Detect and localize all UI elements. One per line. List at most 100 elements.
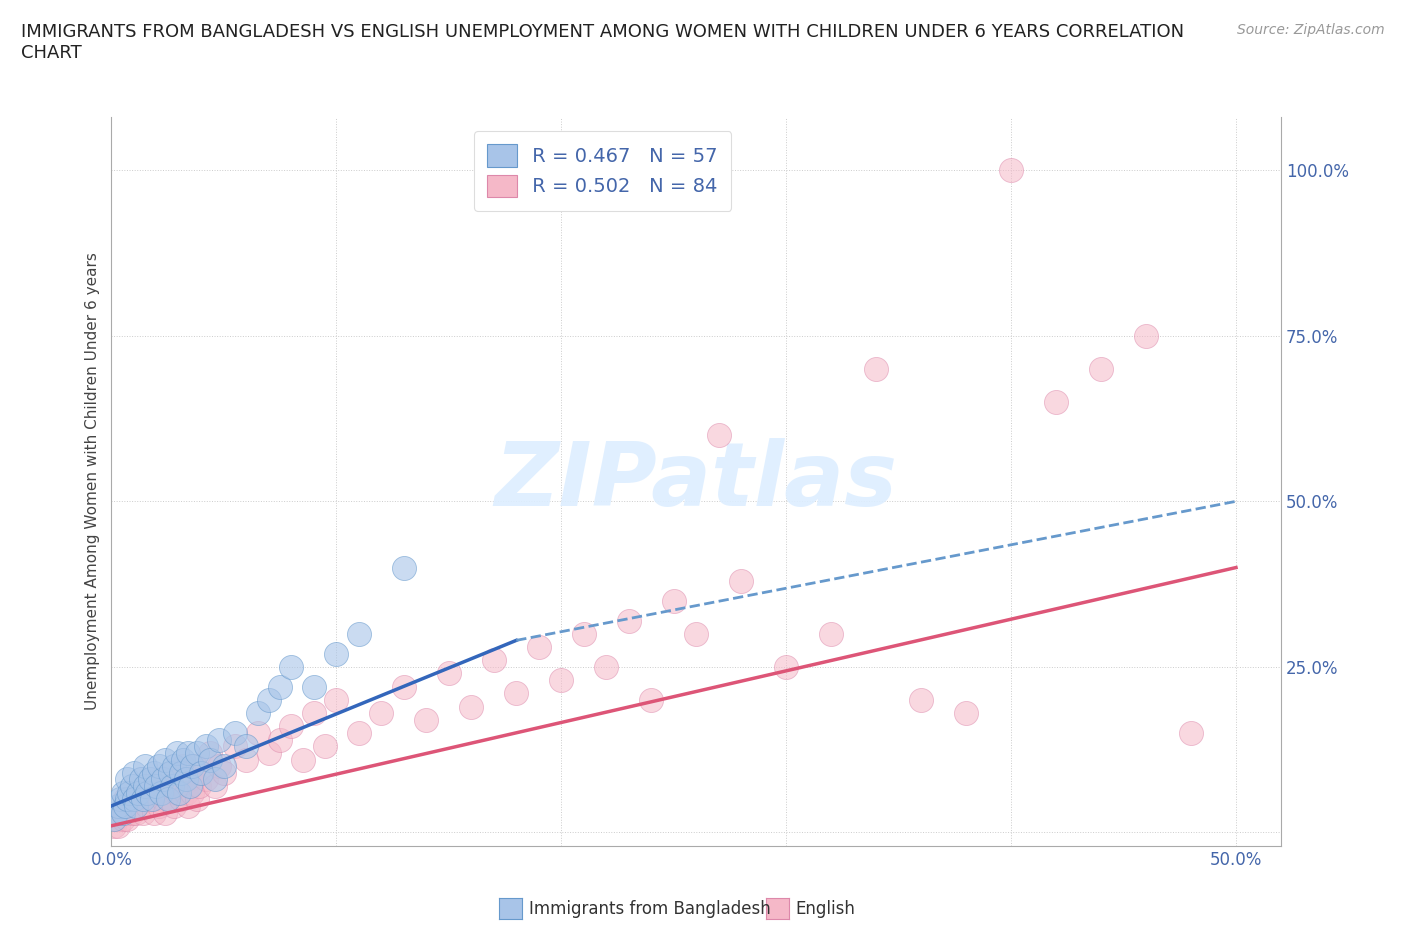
Point (118, 799, 141, 814)
Point (107, 799, 129, 814)
Point (204, 772, 226, 787)
Point (114, 805, 136, 820)
Point (114, 791, 136, 806)
Legend:  R = 0.467   N = 57,  R = 0.502   N = 84: R = 0.467 N = 57, R = 0.502 N = 84 (474, 130, 731, 210)
Point (775, 659, 797, 674)
Point (482, 653, 505, 668)
Point (1045, 394, 1067, 409)
Point (122, 791, 145, 806)
Point (194, 738, 217, 753)
Point (163, 799, 186, 814)
Point (172, 752, 194, 767)
Point (107, 818, 129, 833)
Text: Immigrants from Bangladesh: Immigrants from Bangladesh (529, 899, 770, 918)
Point (392, 679, 415, 694)
Point (1000, 163, 1022, 178)
Point (302, 679, 325, 694)
Point (257, 746, 280, 761)
Point (246, 725, 269, 740)
Point (820, 626, 842, 641)
Point (269, 679, 291, 694)
Point (347, 626, 370, 641)
Point (186, 791, 208, 806)
Point (347, 725, 370, 740)
Point (160, 765, 183, 780)
Point (194, 772, 217, 787)
Point (170, 765, 193, 780)
Point (134, 785, 156, 800)
Point (121, 805, 143, 820)
Point (280, 719, 302, 734)
Point (865, 362, 887, 377)
Point (167, 772, 190, 787)
Point (159, 765, 181, 780)
Point (595, 659, 617, 674)
Point (122, 765, 145, 780)
Point (392, 560, 415, 575)
Point (148, 799, 170, 814)
Point (132, 805, 155, 820)
Point (955, 706, 977, 721)
Point (148, 759, 170, 774)
Point (129, 799, 152, 814)
Point (460, 699, 482, 714)
Point (177, 746, 200, 761)
Point (111, 785, 134, 800)
Y-axis label: Unemployment Among Women with Children Under 6 years: Unemployment Among Women with Children U… (86, 253, 100, 711)
Point (415, 712, 437, 727)
Point (121, 778, 143, 793)
Point (111, 805, 134, 820)
Point (138, 772, 160, 787)
Point (134, 759, 156, 774)
Point (103, 818, 125, 833)
Point (235, 752, 257, 767)
Point (115, 812, 138, 827)
Point (155, 752, 177, 767)
Point (125, 799, 148, 814)
Point (134, 778, 156, 793)
Point (149, 785, 172, 800)
Point (640, 693, 662, 708)
Point (212, 765, 235, 780)
Point (208, 759, 231, 774)
Text: English: English (796, 899, 856, 918)
Point (104, 812, 127, 827)
Text: IMMIGRANTS FROM BANGLADESH VS ENGLISH UNEMPLOYMENT AMONG WOMEN WITH CHILDREN UND: IMMIGRANTS FROM BANGLADESH VS ENGLISH UN… (21, 23, 1184, 62)
Point (145, 785, 167, 800)
Point (505, 686, 527, 701)
Point (159, 791, 181, 806)
Point (527, 640, 550, 655)
Point (302, 706, 325, 721)
Point (166, 746, 188, 761)
Point (269, 732, 291, 747)
Point (190, 765, 212, 780)
Point (314, 738, 336, 753)
Point (172, 759, 194, 774)
Point (224, 738, 246, 753)
Point (550, 672, 572, 687)
Point (257, 693, 280, 708)
Point (167, 785, 190, 800)
Text: ZIPatlas: ZIPatlas (495, 438, 897, 525)
Point (188, 778, 211, 793)
Point (200, 746, 222, 761)
Point (179, 778, 201, 793)
Point (110, 791, 132, 806)
Point (572, 626, 595, 641)
Point (141, 791, 163, 806)
Point (104, 805, 127, 820)
Point (200, 752, 222, 767)
Point (115, 791, 138, 806)
Point (152, 772, 174, 787)
Point (235, 738, 257, 753)
Point (183, 759, 205, 774)
Point (186, 746, 208, 761)
Point (707, 428, 730, 443)
Point (170, 791, 193, 806)
Point (1180, 725, 1202, 740)
Point (156, 778, 179, 793)
Point (163, 759, 186, 774)
Point (662, 593, 685, 608)
Point (145, 778, 167, 793)
Point (143, 805, 166, 820)
